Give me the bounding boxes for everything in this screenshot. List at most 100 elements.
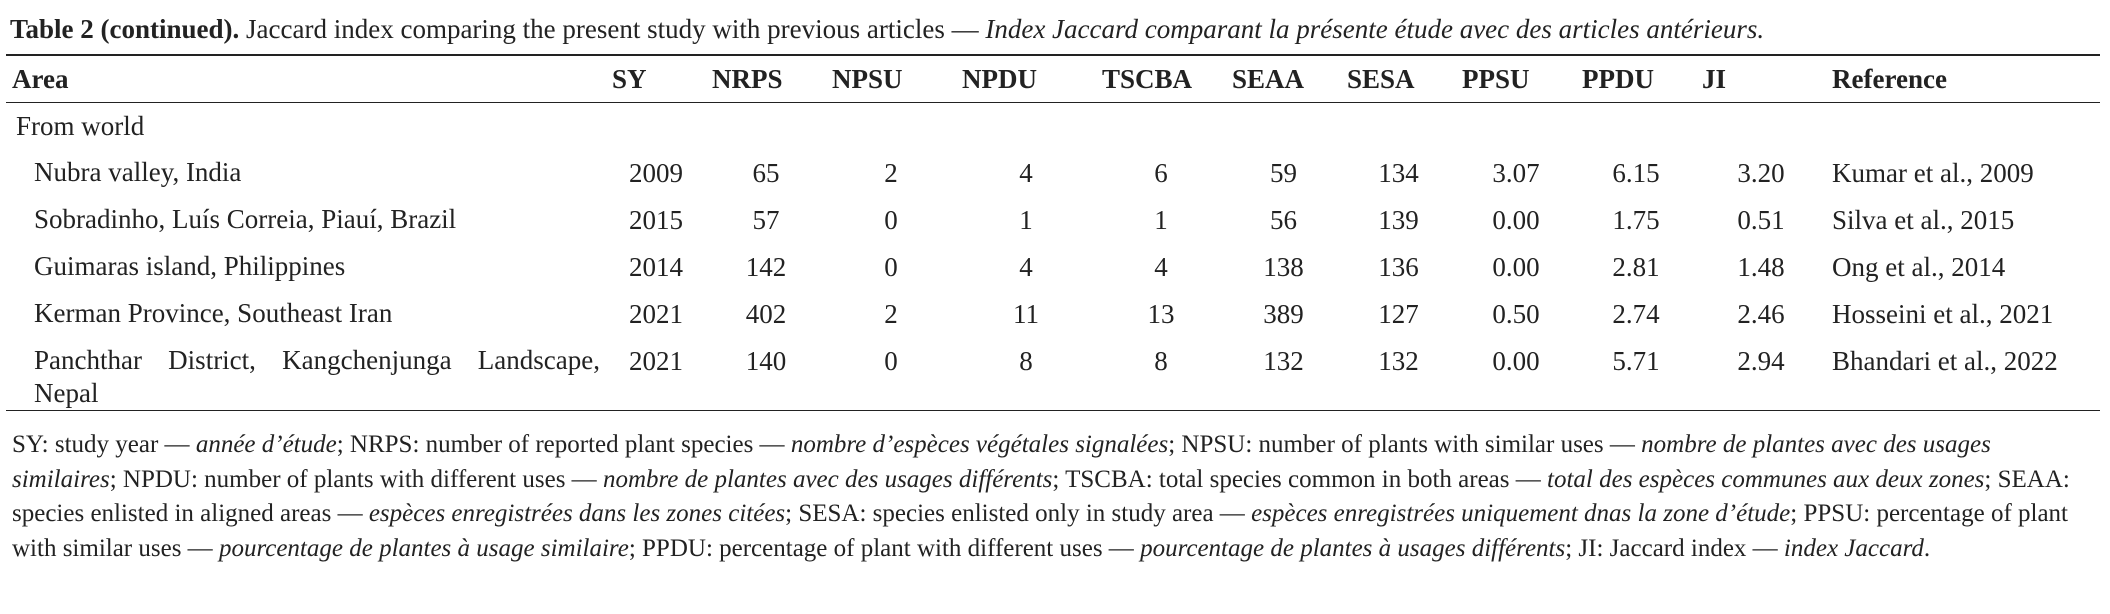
text-segment: ; PPSU: percentage of plant with similar… — [12, 500, 2069, 562]
reference-cell: Kumar et al., 2009 — [1832, 157, 2034, 188]
value-cell: 142 — [745, 251, 787, 282]
table-body: From world Nubra valley, India 2009 65 2 4 6 59… — [6, 103, 2100, 410]
value-cell: 2 — [884, 298, 898, 329]
value-cell: 0.50 — [1492, 298, 1540, 329]
value-cell: 138 — [1263, 251, 1304, 282]
value-cell: 59 — [1270, 157, 1297, 188]
value-cell: 3.07 — [1492, 157, 1540, 188]
table-header: Area SY NRPS NPSU NPDU TSCBA SEAA SESA PPSU PPDU J… — [6, 55, 2100, 103]
column-header: JI — [1702, 63, 1727, 94]
column-header: PPSU — [1462, 63, 1530, 94]
value-cell: 136 — [1378, 251, 1419, 282]
data-table: Area SY NRPS NPSU NPDU TSCBA SEAA SESA PPSU PPDU J… — [6, 54, 2100, 411]
value-cell: 2021 — [629, 298, 683, 329]
value-cell: 0.00 — [1492, 345, 1540, 376]
table-row: Panchthar District, Kangchenjunga Landsc… — [6, 338, 2100, 410]
value-cell: 139 — [1378, 204, 1419, 235]
text-segment: espèces enregistrées dans les zones cité… — [368, 500, 786, 527]
value-cell: 0 — [884, 251, 898, 282]
footnote: SY: study year — année d’étude; NRPS: nu… — [12, 428, 2092, 566]
text-segment: . — [1923, 534, 1931, 562]
value-cell: 0 — [884, 345, 898, 376]
column-header: SESA — [1347, 63, 1415, 94]
text-segment: pourcentage de plantes à usages différen… — [1140, 534, 1566, 562]
text-segment: pourcentage de plantes à usage similaire — [218, 534, 629, 562]
text-segment: année d’étude — [195, 431, 337, 458]
column-header: SY — [612, 63, 647, 94]
value-cell: 4 — [1019, 251, 1033, 282]
column-header: TSCBA — [1102, 63, 1193, 94]
header-row: Area SY NRPS NPSU NPDU TSCBA SEAA SESA PPSU PPDU J… — [6, 55, 2100, 103]
table-row: Guimaras island, Philippines 2014 142 0 4 4 13… — [6, 244, 2100, 291]
reference-cell: Bhandari et al., 2022 — [1832, 345, 2058, 376]
table-caption: Table 2 (continued). Jaccard index compa… — [10, 14, 1764, 45]
area-cell: Kerman Province, Southeast Iran — [34, 297, 393, 328]
reference-cell: Ong et al., 2014 — [1832, 251, 2006, 282]
value-cell: 6.15 — [1612, 157, 1660, 188]
reference-cell: Silva et al., 2015 — [1832, 204, 2015, 235]
value-cell: 2.74 — [1612, 298, 1660, 329]
value-cell: 140 — [745, 345, 787, 376]
value-cell: 402 — [745, 298, 787, 329]
value-cell: 2.46 — [1737, 298, 1785, 329]
text-segment: ; NPSU: number of plants with similar us… — [1168, 431, 1642, 458]
value-cell: 0.00 — [1492, 251, 1540, 282]
text-segment: Table 2 (continued). — [10, 14, 240, 44]
reference-cell: Hosseini et al., 2021 — [1832, 298, 2054, 329]
column-header: Reference — [1832, 63, 1947, 94]
value-cell: 1.48 — [1737, 251, 1785, 282]
value-cell: 8 — [1154, 345, 1168, 376]
value-cell: 0.51 — [1737, 204, 1785, 235]
text-segment: ; TSCBA: total species common in both ar… — [1052, 465, 1548, 493]
column-header: Area — [12, 63, 69, 94]
text-segment: SY: study year — — [12, 431, 196, 458]
value-cell: 1 — [1019, 204, 1033, 235]
value-cell: 4 — [1019, 157, 1033, 188]
value-cell: 127 — [1378, 298, 1419, 329]
table-row: Nubra valley, India 2009 65 2 4 6 59 134 3.07 6.1… — [6, 150, 2100, 197]
section-label: From world — [16, 111, 145, 141]
table-row: Kerman Province, Southeast Iran 2021 402 2 1… — [6, 291, 2100, 338]
value-cell: 2.81 — [1612, 251, 1660, 282]
value-cell: 2 — [884, 157, 898, 188]
value-cell: 132 — [1263, 345, 1304, 376]
value-cell: 2015 — [629, 204, 683, 235]
area-cell: Panchthar District, Kangchenjunga Landsc… — [34, 344, 600, 408]
value-cell: 0.00 — [1492, 204, 1540, 235]
value-cell: 2009 — [629, 157, 683, 188]
area-cell: Nubra valley, India — [34, 156, 242, 187]
text-segment: Jaccard index comparing the present stud… — [239, 14, 986, 44]
text-segment: index Jaccard — [1783, 534, 1924, 562]
value-cell: 56 — [1270, 204, 1297, 235]
text-segment: espèces enregistrées uniquement dnas la … — [1251, 500, 1791, 527]
text-segment: Index Jaccard comparant la présente étud… — [985, 14, 1765, 44]
text-segment: nombre d’espèces végétales signalées — [790, 431, 1169, 458]
value-cell: 2014 — [629, 251, 683, 282]
value-cell: 134 — [1378, 157, 1419, 188]
column-header: SEAA — [1232, 63, 1305, 94]
text-segment: ; SESA: species enlisted only in study a… — [785, 500, 1252, 527]
value-cell: 2.94 — [1737, 345, 1785, 376]
text-segment: ; JI: Jaccard index — — [1565, 534, 1784, 562]
text-segment: total des espèces communes aux deux zone… — [1547, 465, 1985, 493]
value-cell: 8 — [1019, 345, 1033, 376]
text-segment: ; SEAA: species enlisted in aligned area… — [12, 465, 2070, 528]
text-segment: nombre de plantes avec des usages simila… — [12, 431, 1991, 493]
area-cell: Guimaras island, Philippines — [34, 250, 346, 281]
column-header: NRPS — [712, 63, 783, 94]
table-row: Sobradinho, Luís Correia, Piauí, Brazil 2… — [6, 197, 2100, 244]
value-cell: 1.75 — [1612, 204, 1660, 235]
text-segment: nombre de plantes avec des usages différ… — [602, 465, 1053, 493]
value-cell: 13 — [1147, 298, 1175, 329]
value-cell: 11 — [1013, 298, 1039, 329]
value-cell: 4 — [1154, 251, 1168, 282]
column-header: NPSU — [832, 63, 903, 94]
text-segment: ; NRPS: number of reported plant species… — [336, 431, 791, 458]
column-header: PPDU — [1582, 63, 1654, 94]
section-row: From world — [6, 103, 2100, 150]
area-cell: Sobradinho, Luís Correia, Piauí, Brazil — [34, 203, 457, 234]
value-cell: 389 — [1263, 298, 1304, 329]
value-cell: 3.20 — [1737, 157, 1785, 188]
text-segment: ; NPDU: number of plants with different … — [109, 465, 603, 493]
